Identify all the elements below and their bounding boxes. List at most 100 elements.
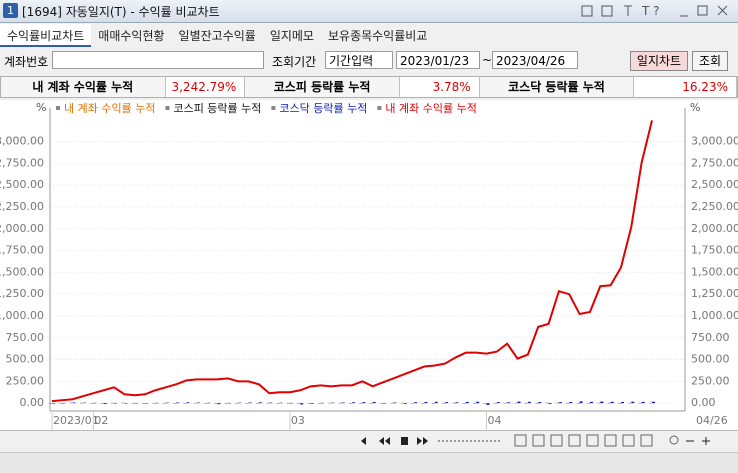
account-label: 계좌번호 [4,55,49,69]
end-date[interactable]: 2023/04/26 [492,51,578,69]
bar [411,402,415,404]
summary-value: 16.23% [634,77,737,97]
chart: % % 내 계좌 수익률 누적 코스피 등락률 누적 코스닥 등락률 누적 내 계좌 수익… [0,100,738,430]
bar [514,402,518,404]
legend-marker [56,106,60,110]
line-series [51,120,653,403]
bar [176,402,180,404]
bar [569,401,573,404]
bar [114,402,118,404]
y-tick-label: 2,000.00 [0,222,44,235]
window-controls[interactable]: T ? [580,3,735,19]
tab[interactable]: 일별잔고수익률 [178,29,256,43]
legend-label: 코스피 등락률 누적 [173,102,261,115]
search-button[interactable]: 조회 [692,51,728,71]
y2-tick-label: 2,750.00 [691,156,738,169]
bar [442,402,446,404]
tab[interactable]: 수익률비교차트 [0,24,92,47]
chart-button[interactable]: 일지차트 [630,51,688,71]
bar [652,401,655,404]
bar [483,403,487,404]
bar [462,403,466,404]
bar [504,402,508,404]
bar [307,403,311,404]
bar [320,402,324,404]
bar [317,402,321,404]
account-input[interactable] [52,51,264,69]
legend-label: 내 계좌 수익률 누적 [64,102,155,115]
window-badge: 1 [3,3,18,18]
summary-label: 내 계좌 수익률 누적 [1,77,166,97]
bar [214,403,218,404]
bar [496,402,500,404]
legend-marker [377,106,382,110]
tab[interactable]: 보유종목수익률비교 [327,29,428,43]
bar [286,403,290,404]
summary-row: 내 계좌 수익률 누적 3,242.79% 코스피 등락률 누적 3.78% 코스닥 등… [0,76,738,98]
bar [517,401,521,404]
status-bar [0,452,738,473]
bar [217,403,221,405]
bar [383,403,387,404]
y-tick-label: 2,750.00 [0,156,44,169]
bar [224,403,228,404]
bar [555,402,559,404]
bar [238,402,242,404]
bar [349,403,352,404]
bar [390,402,394,404]
bar [638,402,642,404]
bar [165,402,169,404]
y-tick-label: 1,000.00 [0,309,44,322]
y2-tick-label: 1,500.00 [691,265,738,278]
bar [193,402,197,404]
tab-bar: 수익률비교차트 매매수익현황 일별잔고수익률 일지메모 보유종목수익률비교 [0,24,434,47]
bar [297,403,301,404]
bar [121,402,125,404]
bar [649,402,652,404]
bar [196,402,200,404]
tab[interactable]: 일지메모 [269,29,314,43]
bar [493,402,497,404]
y2-tick-label: 0.00 [691,396,716,409]
bar [248,402,252,404]
y-tick-label: 1,500.00 [0,265,44,278]
bar [49,403,52,404]
start-date[interactable]: 2023/01/23 [396,51,480,69]
y2-tick-label: 2,500.00 [691,178,738,191]
bar [579,401,583,404]
legend-marker [165,106,170,110]
window-title: [1694] 자동일지(T) - 수익률 비교차트 [22,5,220,19]
bar [434,401,438,404]
bar [576,402,580,404]
bar [328,402,332,404]
bar [535,402,539,404]
bar [545,402,549,404]
bar [245,403,249,404]
summary-value: 3,242.79% [166,77,246,97]
y-tick-label: 1,750.00 [0,244,44,257]
bar [338,402,342,404]
bar [369,403,373,404]
period-select[interactable]: 기간입력 [325,51,393,69]
bar [421,403,425,404]
title-bar: 1 [1694] 자동일지(T) - 수익률 비교차트 T ? [0,0,738,23]
bar [255,402,259,404]
y2-tick-label: 2,000.00 [691,222,738,235]
chart-toolbar [0,430,738,451]
x-tick-label: 2023/01 [53,414,99,427]
toolbar-icons[interactable] [0,431,738,451]
tab[interactable]: 매매수익현황 [98,29,165,43]
bar [597,402,601,404]
bar [162,403,166,404]
bar [414,402,418,404]
bar [173,403,177,404]
bar [558,402,562,404]
bar [93,402,97,404]
bar [362,402,366,404]
x-tick-label: 03 [291,414,305,427]
summary-label: 코스닥 등락률 누적 [479,77,635,97]
bar [628,402,632,404]
y-tick-label: 250.00 [6,374,45,387]
bar [631,401,635,404]
